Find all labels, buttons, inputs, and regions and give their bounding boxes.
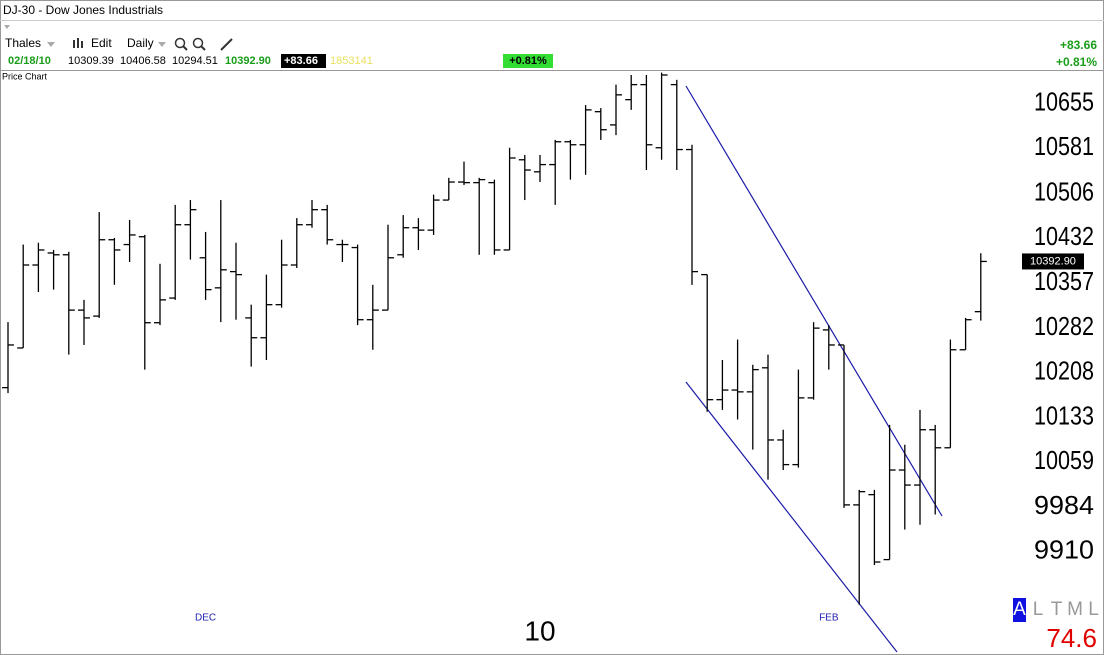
y-tick-label: 9984 (1034, 490, 1094, 520)
last-price-label: 10392.90 (1030, 255, 1076, 267)
y-tick-label: 9910 (1034, 535, 1094, 565)
quote-close: 10392.90 (225, 55, 271, 67)
y-tick-label: 10208 (1034, 355, 1094, 385)
account-arrow[interactable] (47, 42, 55, 47)
zoom-out[interactable] (192, 37, 206, 51)
y-tick-label: 10432 (1034, 221, 1094, 251)
pct-box (503, 54, 553, 68)
last-price-box (1022, 253, 1084, 270)
account-menu[interactable]: Thales (5, 36, 41, 50)
y-tick-label: 10133 (1034, 401, 1094, 431)
right-change: +83.66 (1060, 38, 1097, 52)
x-tick-label: DEC (195, 613, 216, 624)
x-tick-label: 10 (524, 615, 555, 646)
x-tick-label: FEB (819, 613, 839, 624)
quote-change: +83.66 (284, 55, 318, 67)
period-arrow[interactable] (158, 42, 166, 47)
indicator-letter: T (1051, 599, 1063, 620)
indicator-letter: L (1033, 599, 1044, 620)
indicator-letter: A (1013, 599, 1026, 620)
change-box (281, 54, 326, 68)
edit-icon[interactable] (73, 38, 83, 48)
trend-line (685, 381, 898, 653)
right-change-pct: +0.81% (1056, 55, 1097, 69)
y-tick-label: 10506 (1034, 176, 1094, 206)
edit-button[interactable]: Edit (91, 36, 112, 50)
menu-arrow[interactable] (4, 25, 10, 29)
indicator-highlight (1013, 598, 1026, 622)
indicator-letter: M (1067, 599, 1083, 620)
period-menu[interactable]: Daily (127, 36, 154, 50)
y-tick-label: 10282 (1034, 311, 1094, 341)
quote-open: 10309.39 (68, 55, 114, 67)
window-title: DJ-30 - Dow Jones Industrials (3, 3, 163, 17)
quote-high: 10406.58 (120, 55, 166, 67)
draw-tool[interactable] (220, 38, 233, 51)
y-tick-label: 10581 (1034, 131, 1094, 161)
chart-title: Price Chart (2, 71, 48, 81)
zoom-in[interactable] (174, 37, 188, 51)
quote-volume: 1853141 (330, 55, 373, 67)
y-tick-label: 10059 (1034, 445, 1094, 475)
y-tick-label: 10655 (1034, 87, 1094, 117)
y-tick-label: 10357 (1034, 266, 1094, 296)
quote-change-pct: +0.81% (509, 55, 547, 67)
quote-low: 10294.51 (172, 55, 218, 67)
trend-line (685, 85, 943, 517)
quote-date: 02/18/10 (8, 55, 51, 67)
indicator-value: 74.6 (1046, 623, 1097, 653)
indicator-letter: L (1088, 599, 1099, 620)
